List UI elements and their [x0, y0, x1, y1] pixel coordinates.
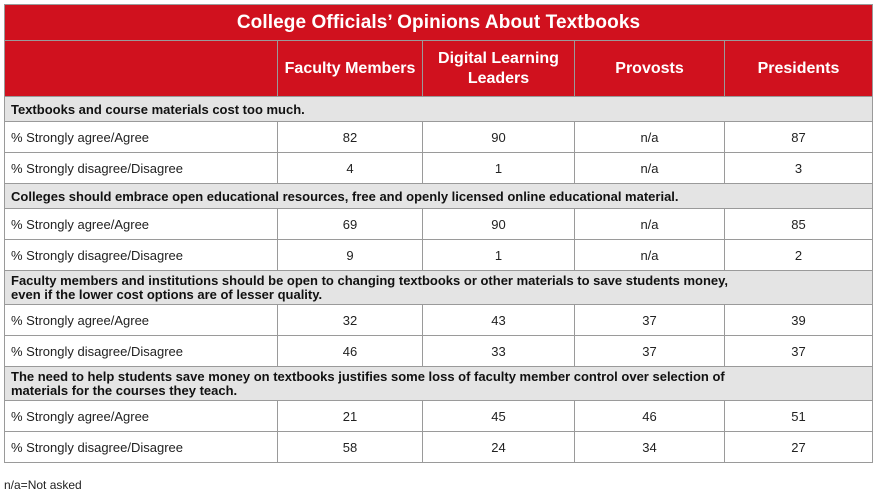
column-header-faculty-members: Faculty Members	[277, 40, 423, 97]
row-label: % Strongly disagree/Disagree	[4, 335, 278, 367]
column-header-presidents: Presidents	[723, 40, 874, 97]
cell-value: 33	[422, 335, 575, 367]
cell-value: 58	[277, 431, 423, 463]
cell-value: 87	[723, 121, 874, 153]
table-row: % Strongly disagree/Disagree 46 33 37 37	[4, 335, 874, 367]
section-statement: Textbooks and course materials cost too …	[3, 96, 874, 122]
table-row: % Strongly agree/Agree 82 90 n/a 87	[4, 121, 874, 153]
cell-value: n/a	[574, 121, 725, 153]
cell-value: 4	[277, 152, 423, 184]
cell-value: 43	[422, 304, 575, 336]
table-row: % Strongly agree/Agree 32 43 37 39	[4, 304, 874, 336]
table-row: % Strongly agree/Agree 21 45 46 51	[4, 400, 874, 432]
section-row: Colleges should embrace open educational…	[3, 183, 874, 209]
cell-value: 69	[277, 208, 423, 240]
column-header-row: Faculty Members Digital Learning Leaders…	[4, 40, 874, 97]
cell-value: n/a	[574, 239, 725, 271]
row-label: % Strongly disagree/Disagree	[4, 239, 278, 271]
section-statement: The need to help students save money on …	[3, 366, 874, 401]
row-label: % Strongly agree/Agree	[4, 304, 278, 336]
column-header-digital-learning-leaders: Digital Learning Leaders	[422, 40, 575, 97]
row-label: % Strongly agree/Agree	[4, 208, 278, 240]
cell-value: n/a	[574, 152, 725, 184]
table-row: % Strongly disagree/Disagree 9 1 n/a 2	[4, 239, 874, 271]
cell-value: 90	[422, 121, 575, 153]
cell-value: 45	[422, 400, 575, 432]
cell-value: 85	[723, 208, 874, 240]
cell-value: 24	[422, 431, 575, 463]
cell-value: 3	[723, 152, 874, 184]
cell-value: 39	[723, 304, 874, 336]
cell-value: 46	[277, 335, 423, 367]
cell-value: 2	[723, 239, 874, 271]
table-title: College Officials’ Opinions About Textbo…	[3, 4, 874, 41]
cell-value: 82	[277, 121, 423, 153]
cell-value: 32	[277, 304, 423, 336]
cell-value: 34	[574, 431, 725, 463]
cell-value: 1	[422, 239, 575, 271]
cell-value: 27	[723, 431, 874, 463]
section-row: Faculty members and institutions should …	[3, 270, 874, 305]
column-header-blank	[4, 40, 278, 97]
cell-value: n/a	[574, 208, 725, 240]
column-header-provosts: Provosts	[574, 40, 725, 97]
table-row: % Strongly agree/Agree 69 90 n/a 85	[4, 208, 874, 240]
cell-value: 1	[422, 152, 575, 184]
section-statement-text: Faculty members and institutions should …	[11, 272, 729, 302]
cell-value: 51	[723, 400, 874, 432]
footnote: n/a=Not asked	[4, 478, 82, 492]
table-row: % Strongly disagree/Disagree 58 24 34 27	[4, 431, 874, 463]
row-label: % Strongly agree/Agree	[4, 400, 278, 432]
cell-value: 37	[723, 335, 874, 367]
section-row: The need to help students save money on …	[3, 366, 874, 401]
cell-value: 46	[574, 400, 725, 432]
cell-value: 37	[574, 304, 725, 336]
table-row: % Strongly disagree/Disagree 4 1 n/a 3	[4, 152, 874, 184]
opinions-table-container: College Officials’ Opinions About Textbo…	[3, 4, 874, 463]
row-label: % Strongly agree/Agree	[4, 121, 278, 153]
section-statement: Colleges should embrace open educational…	[3, 183, 874, 209]
opinions-table: College Officials’ Opinions About Textbo…	[3, 4, 874, 463]
section-row: Textbooks and course materials cost too …	[3, 96, 874, 122]
cell-value: 21	[277, 400, 423, 432]
row-label: % Strongly disagree/Disagree	[4, 152, 278, 184]
cell-value: 9	[277, 239, 423, 271]
cell-value: 90	[422, 208, 575, 240]
cell-value: 37	[574, 335, 725, 367]
section-statement: Faculty members and institutions should …	[3, 270, 874, 305]
row-label: % Strongly disagree/Disagree	[4, 431, 278, 463]
section-statement-text: The need to help students save money on …	[11, 368, 725, 398]
